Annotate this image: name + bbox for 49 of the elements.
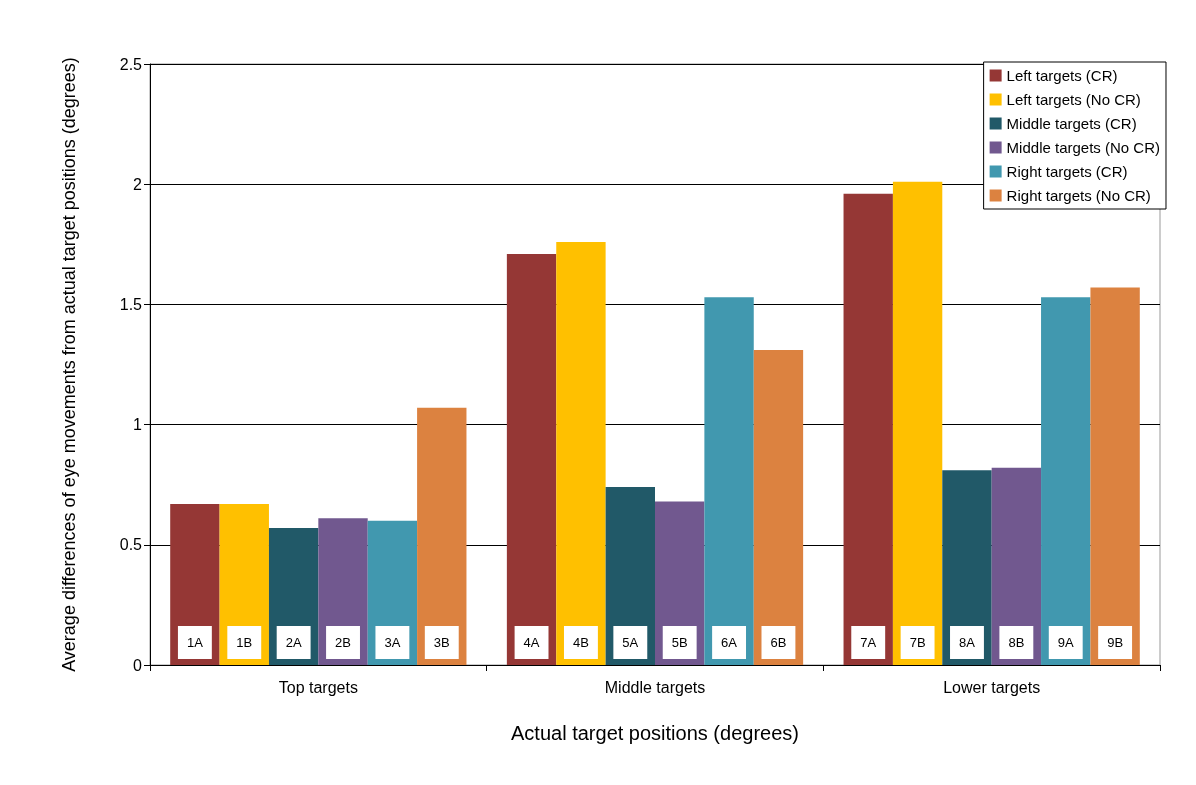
annotation: 8A: [959, 635, 976, 650]
bar: [991, 467, 1042, 665]
annotation: 2B: [335, 635, 351, 650]
bar: [506, 253, 557, 665]
bar: [318, 518, 368, 665]
y-tick-label: 0.5: [119, 536, 143, 554]
annotation: 1A: [186, 635, 204, 650]
y-axis-title: Average differences of eye movements from actual target positions (degrees): [59, 57, 79, 672]
bar: [892, 181, 943, 665]
bar: [556, 241, 606, 665]
annotation: 4B: [572, 635, 589, 650]
annotation: 3B: [433, 635, 450, 650]
annotation: 5B: [671, 635, 688, 650]
annotation: 2A: [285, 635, 302, 650]
annotation: 5A: [622, 635, 639, 650]
y-tick-label: 0: [133, 656, 143, 674]
annotation: 1B: [236, 635, 253, 650]
annotation: 6B: [770, 635, 787, 650]
bar: [1090, 287, 1140, 665]
y-tick-label: 2.5: [119, 55, 143, 73]
legend-label: Right targets (No CR): [1006, 187, 1151, 204]
annotation: 4A: [523, 635, 540, 650]
bar: [753, 350, 804, 665]
bar: [704, 297, 754, 665]
legend-label: Middle targets (No CR): [1006, 139, 1161, 156]
annotation: 6A: [721, 635, 738, 650]
annotation: 9B: [1107, 635, 1124, 650]
bar: [843, 193, 893, 665]
bar: [170, 503, 220, 665]
bar: [417, 407, 467, 665]
bar: [1041, 297, 1091, 665]
bar: [605, 487, 655, 665]
annotation: 9A: [1057, 635, 1075, 650]
annotation: 3A: [384, 635, 401, 650]
x-axis-title: Actual target positions (degrees): [511, 722, 799, 744]
y-tick-label: 1.5: [119, 295, 143, 313]
y-tick-label: 2: [133, 175, 143, 193]
legend-label: Middle targets (CR): [1006, 115, 1137, 132]
annotation: 8B: [1008, 635, 1025, 650]
legend-label: Right targets (CR): [1006, 163, 1128, 180]
x-tick-label: Top targets: [278, 678, 358, 696]
y-tick-label: 1: [133, 416, 143, 434]
annotation: 7B: [909, 635, 926, 650]
bar: [942, 470, 992, 665]
x-tick-label: Middle targets: [604, 678, 706, 696]
annotation: 7A: [860, 635, 877, 650]
legend-label: Left targets (CR): [1006, 67, 1118, 84]
legend-label: Left targets (No CR): [1006, 91, 1141, 108]
x-tick-label: Lower targets: [943, 678, 1041, 696]
